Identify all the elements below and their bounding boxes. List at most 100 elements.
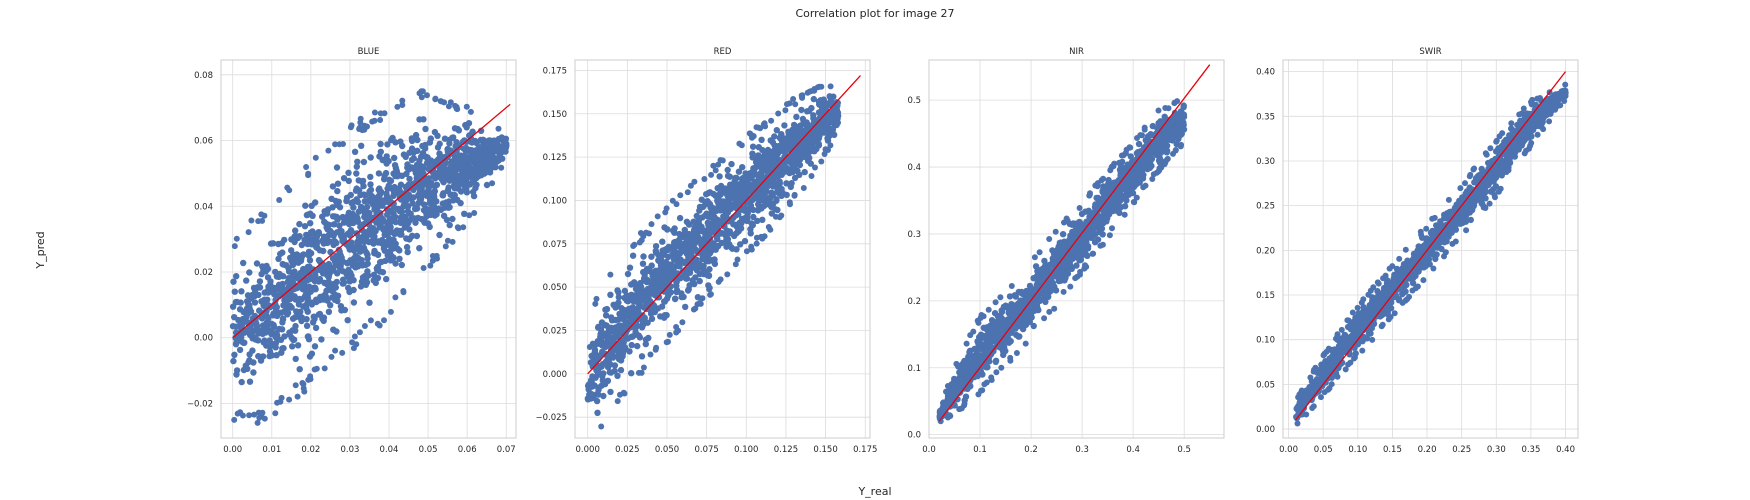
data-point	[266, 288, 273, 296]
x-tick-label: 0.050	[655, 445, 679, 455]
data-point	[665, 267, 672, 274]
data-point	[483, 181, 491, 189]
data-point	[296, 366, 303, 373]
data-point	[628, 315, 636, 322]
data-point	[770, 160, 777, 167]
x-tick-label: 0.150	[813, 445, 837, 455]
data-point	[992, 299, 999, 306]
data-point	[471, 210, 478, 216]
data-point	[374, 320, 381, 327]
data-point	[388, 136, 395, 144]
data-point	[1082, 233, 1090, 240]
data-point	[230, 357, 237, 365]
data-point	[320, 240, 327, 247]
data-point	[1006, 318, 1014, 325]
data-point	[723, 233, 730, 240]
data-point	[255, 291, 262, 299]
data-point	[692, 305, 699, 312]
data-point	[1108, 164, 1115, 171]
data-point	[738, 219, 745, 226]
data-point	[645, 334, 652, 342]
data-point	[436, 140, 443, 148]
data-point	[1135, 140, 1143, 148]
data-point	[808, 88, 815, 95]
data-point	[325, 221, 333, 229]
data-point	[463, 185, 470, 193]
data-point	[618, 305, 625, 312]
data-point	[467, 108, 474, 115]
data-point	[988, 377, 995, 383]
data-point	[337, 260, 344, 267]
data-point	[487, 165, 494, 173]
data-point	[339, 236, 346, 244]
data-point	[404, 208, 412, 215]
data-point	[1120, 152, 1127, 159]
data-point	[1154, 138, 1161, 145]
data-point	[772, 206, 779, 213]
data-point	[462, 175, 469, 182]
data-point	[824, 137, 832, 144]
data-point	[680, 241, 688, 248]
data-point	[320, 233, 328, 240]
data-point	[607, 388, 614, 396]
data-point	[346, 220, 353, 228]
data-point	[1030, 275, 1037, 282]
data-point	[804, 108, 811, 115]
data-point	[620, 389, 627, 396]
data-point	[311, 343, 319, 350]
data-point	[423, 159, 431, 167]
data-point	[329, 183, 337, 190]
data-point	[755, 163, 762, 170]
data-point	[315, 311, 322, 318]
data-point	[462, 180, 469, 187]
data-point	[1076, 205, 1083, 211]
data-point	[330, 326, 337, 333]
data-point	[276, 270, 283, 278]
data-point	[593, 397, 601, 405]
data-point	[664, 226, 671, 233]
data-point	[492, 155, 499, 162]
data-point	[418, 94, 425, 101]
data-point	[749, 192, 756, 199]
data-point	[376, 209, 383, 217]
data-point	[1083, 263, 1090, 270]
data-point	[272, 339, 280, 347]
data-point	[382, 257, 389, 265]
data-point	[626, 348, 633, 355]
data-point	[316, 265, 323, 273]
data-point	[592, 300, 599, 307]
data-point	[801, 168, 808, 176]
data-point	[387, 252, 395, 259]
data-point	[1134, 135, 1140, 141]
data-point	[273, 329, 280, 337]
data-point	[698, 196, 705, 203]
data-point	[328, 267, 335, 275]
data-point	[784, 101, 790, 108]
data-point	[618, 311, 625, 318]
data-point	[399, 97, 406, 104]
data-point	[1155, 120, 1162, 127]
data-point	[1163, 124, 1171, 131]
data-point	[298, 253, 305, 260]
data-point	[301, 223, 309, 230]
data-point	[245, 322, 253, 330]
data-point	[444, 201, 452, 209]
data-point	[1124, 161, 1132, 168]
data-point	[303, 322, 311, 329]
data-point	[331, 238, 339, 245]
data-point	[661, 298, 669, 305]
data-point	[350, 277, 357, 284]
data-point	[411, 205, 419, 213]
data-point	[650, 285, 657, 292]
y-axis-label: Y_pred	[34, 231, 47, 269]
data-point	[702, 245, 709, 252]
data-point	[1073, 225, 1080, 232]
data-point	[774, 188, 781, 195]
data-point	[460, 224, 467, 231]
data-point	[937, 418, 944, 425]
data-point	[608, 326, 616, 333]
data-point	[780, 148, 787, 155]
data-point	[752, 184, 760, 191]
data-point	[772, 213, 779, 220]
